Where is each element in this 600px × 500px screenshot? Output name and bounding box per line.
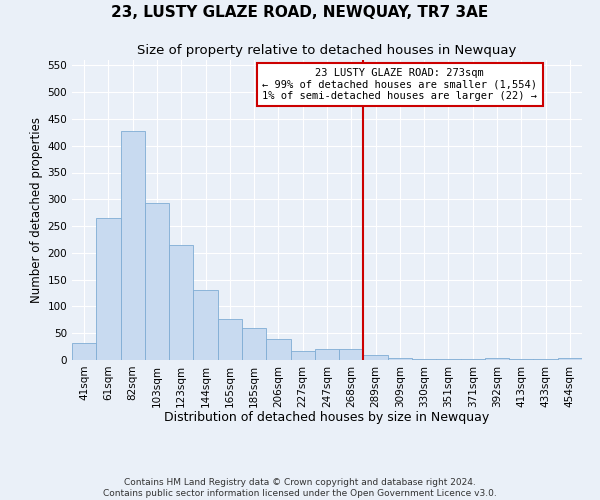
Text: 23, LUSTY GLAZE ROAD, NEWQUAY, TR7 3AE: 23, LUSTY GLAZE ROAD, NEWQUAY, TR7 3AE [112, 5, 488, 20]
Bar [266, 338, 290, 360]
Bar [96, 218, 121, 360]
Bar [290, 352, 315, 360]
Bar [388, 358, 412, 360]
Bar [145, 203, 169, 360]
Bar [72, 343, 96, 360]
Y-axis label: Number of detached properties: Number of detached properties [30, 117, 43, 303]
Bar [364, 354, 388, 360]
Bar [218, 320, 242, 360]
Text: Contains HM Land Registry data © Crown copyright and database right 2024.
Contai: Contains HM Land Registry data © Crown c… [103, 478, 497, 498]
Bar [315, 349, 339, 360]
Bar [558, 358, 582, 360]
Bar [121, 130, 145, 360]
Bar [169, 245, 193, 360]
Title: Size of property relative to detached houses in Newquay: Size of property relative to detached ho… [137, 44, 517, 58]
Bar [485, 358, 509, 360]
Text: 23 LUSTY GLAZE ROAD: 273sqm
← 99% of detached houses are smaller (1,554)
1% of s: 23 LUSTY GLAZE ROAD: 273sqm ← 99% of det… [262, 68, 538, 101]
Bar [193, 290, 218, 360]
Bar [242, 328, 266, 360]
Bar [339, 350, 364, 360]
X-axis label: Distribution of detached houses by size in Newquay: Distribution of detached houses by size … [164, 411, 490, 424]
